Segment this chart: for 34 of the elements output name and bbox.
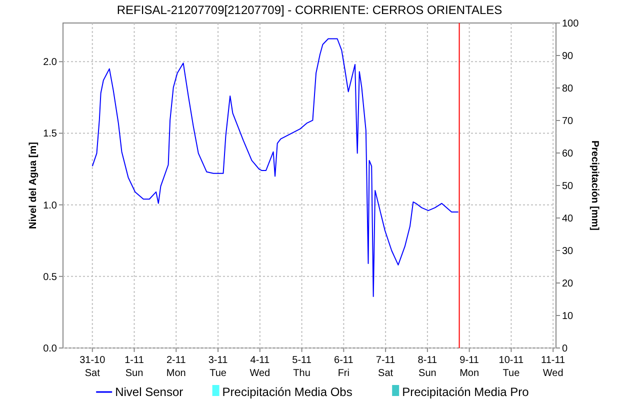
y2-tick-label: 30 — [562, 246, 574, 257]
x-tick-label: 10-11 Tue — [498, 355, 524, 379]
y-axis-title: Nivel del Agua [m] — [28, 142, 39, 229]
y2-axis-title: Precipitación [mm] — [589, 140, 600, 231]
y-tick-label: 1.0 — [43, 200, 58, 212]
x-tick-label: 7-11 Sat — [376, 355, 396, 379]
x-tick-label: 9-11 Mon — [460, 355, 480, 379]
y2-tick-label: 0 — [562, 344, 568, 354]
y2-tick-label: 10 — [562, 311, 574, 322]
y2-tick-label: 50 — [562, 181, 574, 192]
y-tick-label: 0.0 — [43, 344, 58, 354]
x-tick-label: 5-11 Thu — [292, 355, 312, 379]
x-tick-label: 4-11 Wed — [250, 355, 270, 379]
x-tick-label: 31-10 Sat — [80, 355, 106, 379]
y2-tick-label: 90 — [562, 51, 574, 62]
x-tick-label: 3-11 Tue — [208, 355, 228, 379]
x-tick-label: 8-11 Sun — [418, 355, 438, 379]
x-tick-label: 11-11 Wed — [541, 355, 566, 379]
y-tick-label: 0.5 — [43, 272, 58, 283]
x-tick-label: 2-11 Mon — [166, 355, 186, 379]
legend-label: Precipitación Media Obs — [222, 385, 352, 399]
legend-label: Precipitación Media Pro — [402, 385, 530, 399]
chart-title: REFISAL-21207709[21207709] - CORRIENTE: CERROS ORIENTALES — [116, 3, 502, 17]
legend-label: Nivel Sensor — [115, 385, 184, 399]
y-tick-label: 2.0 — [43, 57, 58, 68]
x-tick-label: 1-11 Sun — [124, 355, 144, 379]
y2-tick-label: 20 — [562, 278, 574, 290]
y2-tick-label: 70 — [562, 116, 574, 127]
y2-tick-label: 100 — [562, 18, 580, 30]
y-tick-label: 1.5 — [43, 128, 58, 140]
x-tick-label: 6-11 Fri — [334, 355, 354, 379]
y2-tick-label: 80 — [562, 84, 574, 94]
y2-tick-label: 40 — [562, 214, 574, 224]
y2-tick-label: 60 — [562, 148, 574, 160]
